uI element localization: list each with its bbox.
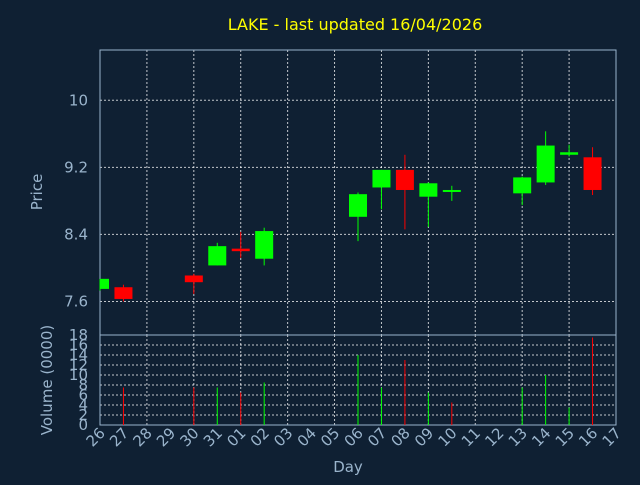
candle bbox=[349, 192, 367, 242]
x-tick-label: 07 bbox=[364, 424, 390, 450]
candle-body bbox=[513, 177, 532, 194]
x-tick-label: 13 bbox=[505, 424, 531, 450]
price-y-ticks: 7.6 8.4 9.2 10 bbox=[64, 91, 88, 310]
volume-y-tick-label: 6 bbox=[78, 386, 88, 404]
volume-y-tick-label: 8 bbox=[78, 376, 88, 394]
x-tick-label: 01 bbox=[223, 424, 249, 450]
candle-body bbox=[231, 248, 250, 252]
candle-body bbox=[583, 157, 602, 190]
volume-y-tick-label: 0 bbox=[78, 416, 88, 434]
candle bbox=[583, 147, 602, 196]
candle-body bbox=[208, 246, 227, 266]
candle bbox=[513, 176, 532, 206]
candle bbox=[419, 182, 438, 227]
candle bbox=[184, 273, 203, 294]
volume-y-tick-label: 10 bbox=[69, 366, 88, 384]
candle-body bbox=[372, 169, 391, 188]
candle bbox=[208, 242, 227, 266]
x-tick-label: 08 bbox=[388, 424, 414, 450]
price-y-tick-label: 7.6 bbox=[64, 292, 88, 310]
x-tick-label: 12 bbox=[481, 424, 507, 450]
price-y-tick-label: 9.2 bbox=[64, 158, 88, 176]
candle-body bbox=[114, 287, 133, 299]
candle-body bbox=[184, 275, 203, 283]
volume-axis-label: Volume (0000) bbox=[38, 325, 56, 435]
x-tick-label: 09 bbox=[411, 424, 437, 450]
candle-body bbox=[255, 231, 274, 259]
candle bbox=[536, 131, 555, 185]
candle-body bbox=[536, 145, 555, 183]
x-tick-label: 28 bbox=[130, 424, 156, 450]
candle bbox=[442, 185, 461, 201]
candle-body bbox=[349, 194, 367, 217]
price-axis-label: Price bbox=[28, 174, 46, 211]
x-tick-label: 11 bbox=[458, 424, 484, 450]
candle-body bbox=[560, 152, 579, 155]
candle bbox=[395, 154, 414, 230]
x-tick-labels: 2627282930310102030405060708091011121314… bbox=[83, 424, 625, 450]
candle bbox=[231, 231, 250, 258]
price-grid bbox=[100, 50, 616, 335]
x-axis-label: Day bbox=[333, 458, 363, 476]
candle bbox=[255, 227, 274, 266]
x-tick-label: 06 bbox=[341, 424, 367, 450]
x-tick-label: 30 bbox=[176, 424, 202, 450]
candle-body bbox=[100, 278, 109, 289]
candle-body bbox=[395, 169, 414, 190]
x-tick-label: 10 bbox=[434, 424, 460, 450]
candle-body bbox=[442, 189, 461, 192]
price-y-tick-label: 8.4 bbox=[64, 225, 88, 243]
volume-bars bbox=[122, 337, 594, 425]
x-tick-label: 14 bbox=[528, 424, 554, 450]
x-tick-label: 15 bbox=[552, 424, 578, 450]
x-tick-label: 05 bbox=[317, 424, 343, 450]
price-y-tick-label: 10 bbox=[69, 91, 88, 109]
x-tick-label: 27 bbox=[106, 424, 132, 450]
candle bbox=[372, 169, 391, 210]
volume-y-tick-label: 14 bbox=[69, 346, 88, 364]
x-tick-label: 02 bbox=[247, 424, 273, 450]
candles bbox=[99, 131, 602, 302]
x-tick-label: 16 bbox=[575, 424, 601, 450]
volume-y-tick-label: 18 bbox=[69, 326, 88, 344]
x-tick-label: 03 bbox=[270, 424, 296, 450]
x-tick-label: 29 bbox=[153, 424, 179, 450]
x-tick-label: 04 bbox=[294, 424, 320, 450]
candle-body bbox=[419, 183, 438, 197]
volume-y-tick-label: 16 bbox=[69, 336, 88, 354]
x-tick-label: 17 bbox=[599, 424, 625, 450]
candle bbox=[560, 144, 579, 157]
volume-y-tick-label: 12 bbox=[69, 356, 88, 374]
x-tick-label: 31 bbox=[200, 424, 226, 450]
candle bbox=[114, 284, 133, 302]
chart-title: LAKE - last updated 16/04/2026 bbox=[228, 15, 483, 34]
volume-y-tick-label: 4 bbox=[78, 396, 88, 414]
volume-y-tick-label: 2 bbox=[78, 406, 88, 424]
candle bbox=[99, 278, 109, 291]
